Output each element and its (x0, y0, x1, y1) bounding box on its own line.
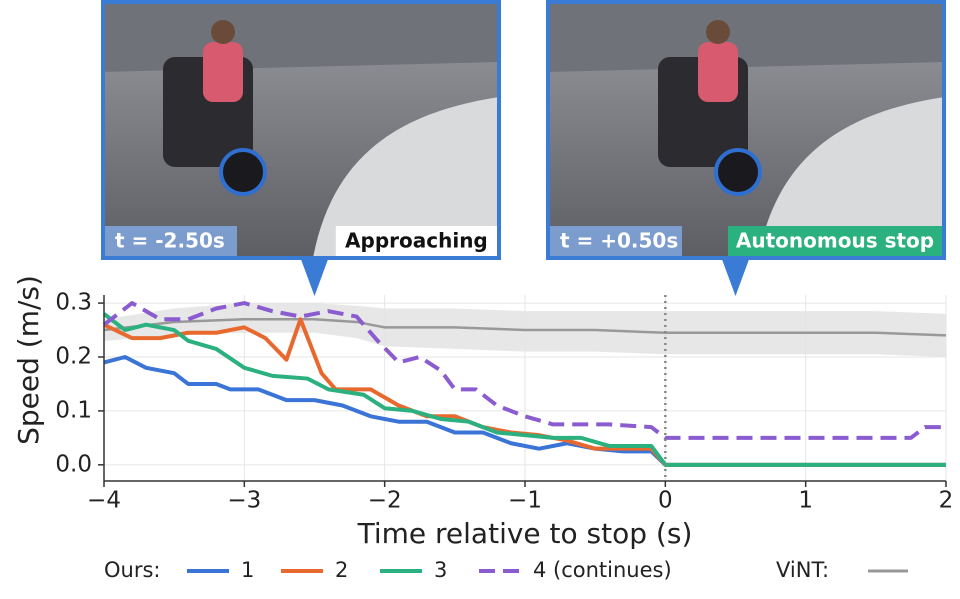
callout-pointer (721, 258, 750, 296)
x-tick-label: 0 (658, 488, 673, 514)
y-tick-label: 0.0 (55, 451, 92, 477)
photo-person (698, 42, 738, 102)
x-tick-label: −2 (368, 488, 402, 514)
y-tick-label: 0.1 (55, 397, 92, 423)
photo-curb (313, 97, 499, 258)
photo-head (706, 20, 730, 44)
x-tick-label: −3 (227, 488, 261, 514)
legend-label: 3 (434, 558, 447, 582)
series-line (102, 312, 946, 467)
legend-label: 4 (continues) (533, 558, 672, 582)
time-label: t = -2.50s (115, 229, 225, 253)
time-label: t = +0.50s (560, 229, 678, 253)
series-line (103, 317, 946, 467)
time-label-bg (550, 226, 682, 256)
state-label-bg (335, 226, 497, 256)
series-line (102, 301, 946, 440)
y-tick-label: 0.2 (55, 344, 92, 370)
photo-wheel (714, 148, 762, 196)
photo-head (211, 20, 235, 44)
x-tick-label: 1 (798, 488, 813, 514)
photo-wheel (219, 148, 267, 196)
state-label: Approaching (345, 229, 488, 253)
legend-label: 1 (241, 558, 254, 582)
photo-person (203, 42, 243, 102)
state-label: Autonomous stop (736, 229, 934, 253)
x-tick-label: 2 (939, 488, 954, 514)
state-label-bg (728, 226, 942, 256)
legend-label: 2 (335, 558, 348, 582)
legend-title: Ours: (104, 558, 161, 582)
legend-label: ViNT: (776, 558, 829, 582)
time-label-bg (105, 226, 237, 256)
x-tick-label: −4 (87, 488, 121, 514)
y-tick-label: 0.3 (55, 290, 92, 316)
x-axis-label: Time relative to stop (s) (357, 517, 693, 550)
series-line (103, 318, 947, 337)
callout-pointer (300, 258, 329, 296)
photo-curb (758, 97, 944, 258)
x-tick-label: −1 (508, 488, 542, 514)
y-axis-label: Speed (m/s) (12, 275, 45, 445)
